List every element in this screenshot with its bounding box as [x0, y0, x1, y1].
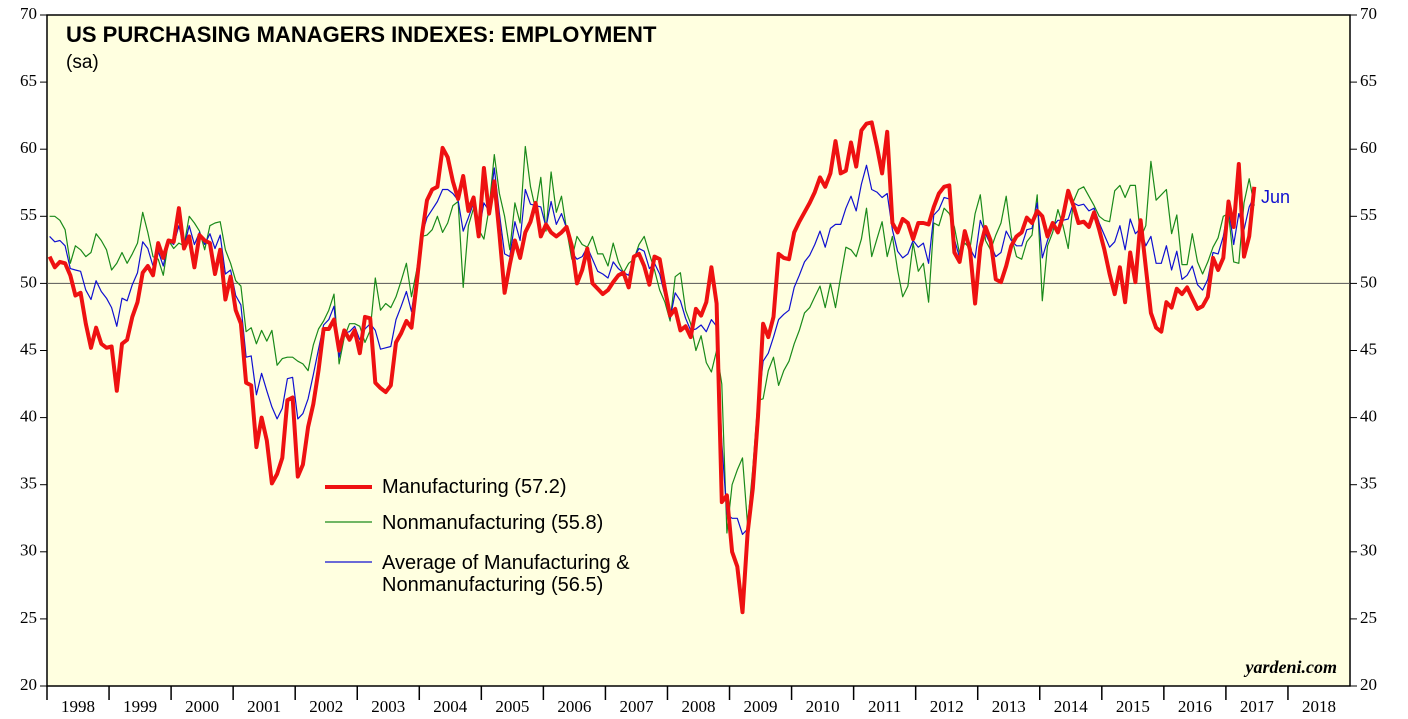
plot-area: [46, 14, 1351, 687]
x-tick-label: 2014: [1054, 697, 1089, 716]
y2-tick-label: 65: [1360, 71, 1377, 90]
x-tick-label: 2001: [247, 697, 281, 716]
y2-tick-label: 35: [1360, 474, 1377, 493]
y2-tick-label: 55: [1360, 205, 1377, 224]
y2-tick-label: 50: [1360, 272, 1377, 291]
legend-label: Average of Manufacturing & Nonmanufactur…: [382, 552, 630, 596]
y2-tick-label: 70: [1360, 4, 1377, 23]
x-tick-label: 2010: [806, 697, 840, 716]
y2-tick-label: 45: [1360, 339, 1377, 358]
legend-label: Nonmanufacturing (55.8): [382, 512, 604, 534]
x-tick-label: 1999: [123, 697, 157, 716]
y2-tick-label: 30: [1360, 541, 1377, 560]
y-tick-label: 30: [20, 541, 37, 560]
y-tick-label: 60: [20, 138, 37, 157]
x-tick-label: 2006: [557, 697, 591, 716]
y2-tick-label: 20: [1360, 675, 1377, 694]
x-tick-label: 2013: [992, 697, 1026, 716]
x-tick-label: 2005: [495, 697, 529, 716]
annotation: Jun: [1261, 187, 1290, 207]
y-tick-label: 25: [20, 608, 37, 627]
subtitle: (sa): [66, 52, 99, 73]
legend-label: Manufacturing (57.2): [382, 476, 567, 498]
y-tick-label: 40: [20, 407, 37, 426]
credit: yardeni.com: [1244, 657, 1338, 677]
y2-tick-label: 60: [1360, 138, 1377, 157]
x-tick-label: 2012: [930, 697, 964, 716]
y-tick-label: 20: [20, 675, 37, 694]
y2-tick-label: 40: [1360, 407, 1377, 426]
x-tick-label: 2002: [309, 697, 343, 716]
y-tick-label: 70: [20, 4, 37, 23]
x-tick-label: 2000: [185, 697, 219, 716]
y-tick-label: 55: [20, 205, 37, 224]
x-tick-label: 2009: [744, 697, 778, 716]
x-tick-label: 2016: [1178, 697, 1212, 716]
x-tick-label: 2015: [1116, 697, 1150, 716]
x-tick-label: 1998: [61, 697, 95, 716]
chart-title: US PURCHASING MANAGERS INDEXES: EMPLOYME…: [66, 22, 657, 47]
x-tick-label: 2011: [868, 697, 901, 716]
y-tick-label: 35: [20, 474, 37, 493]
x-tick-label: 2018: [1302, 697, 1336, 716]
y-tick-label: 50: [20, 272, 37, 291]
x-tick-label: 2017: [1240, 697, 1275, 716]
y-tick-label: 65: [20, 71, 37, 90]
y-tick-label: 45: [20, 339, 37, 358]
x-tick-label: 2007: [619, 697, 654, 716]
x-tick-label: 2008: [682, 697, 716, 716]
x-tick-label: 2004: [433, 697, 468, 716]
y2-tick-label: 25: [1360, 608, 1377, 627]
x-tick-label: 2003: [371, 697, 405, 716]
series-line: [47, 120, 1257, 615]
